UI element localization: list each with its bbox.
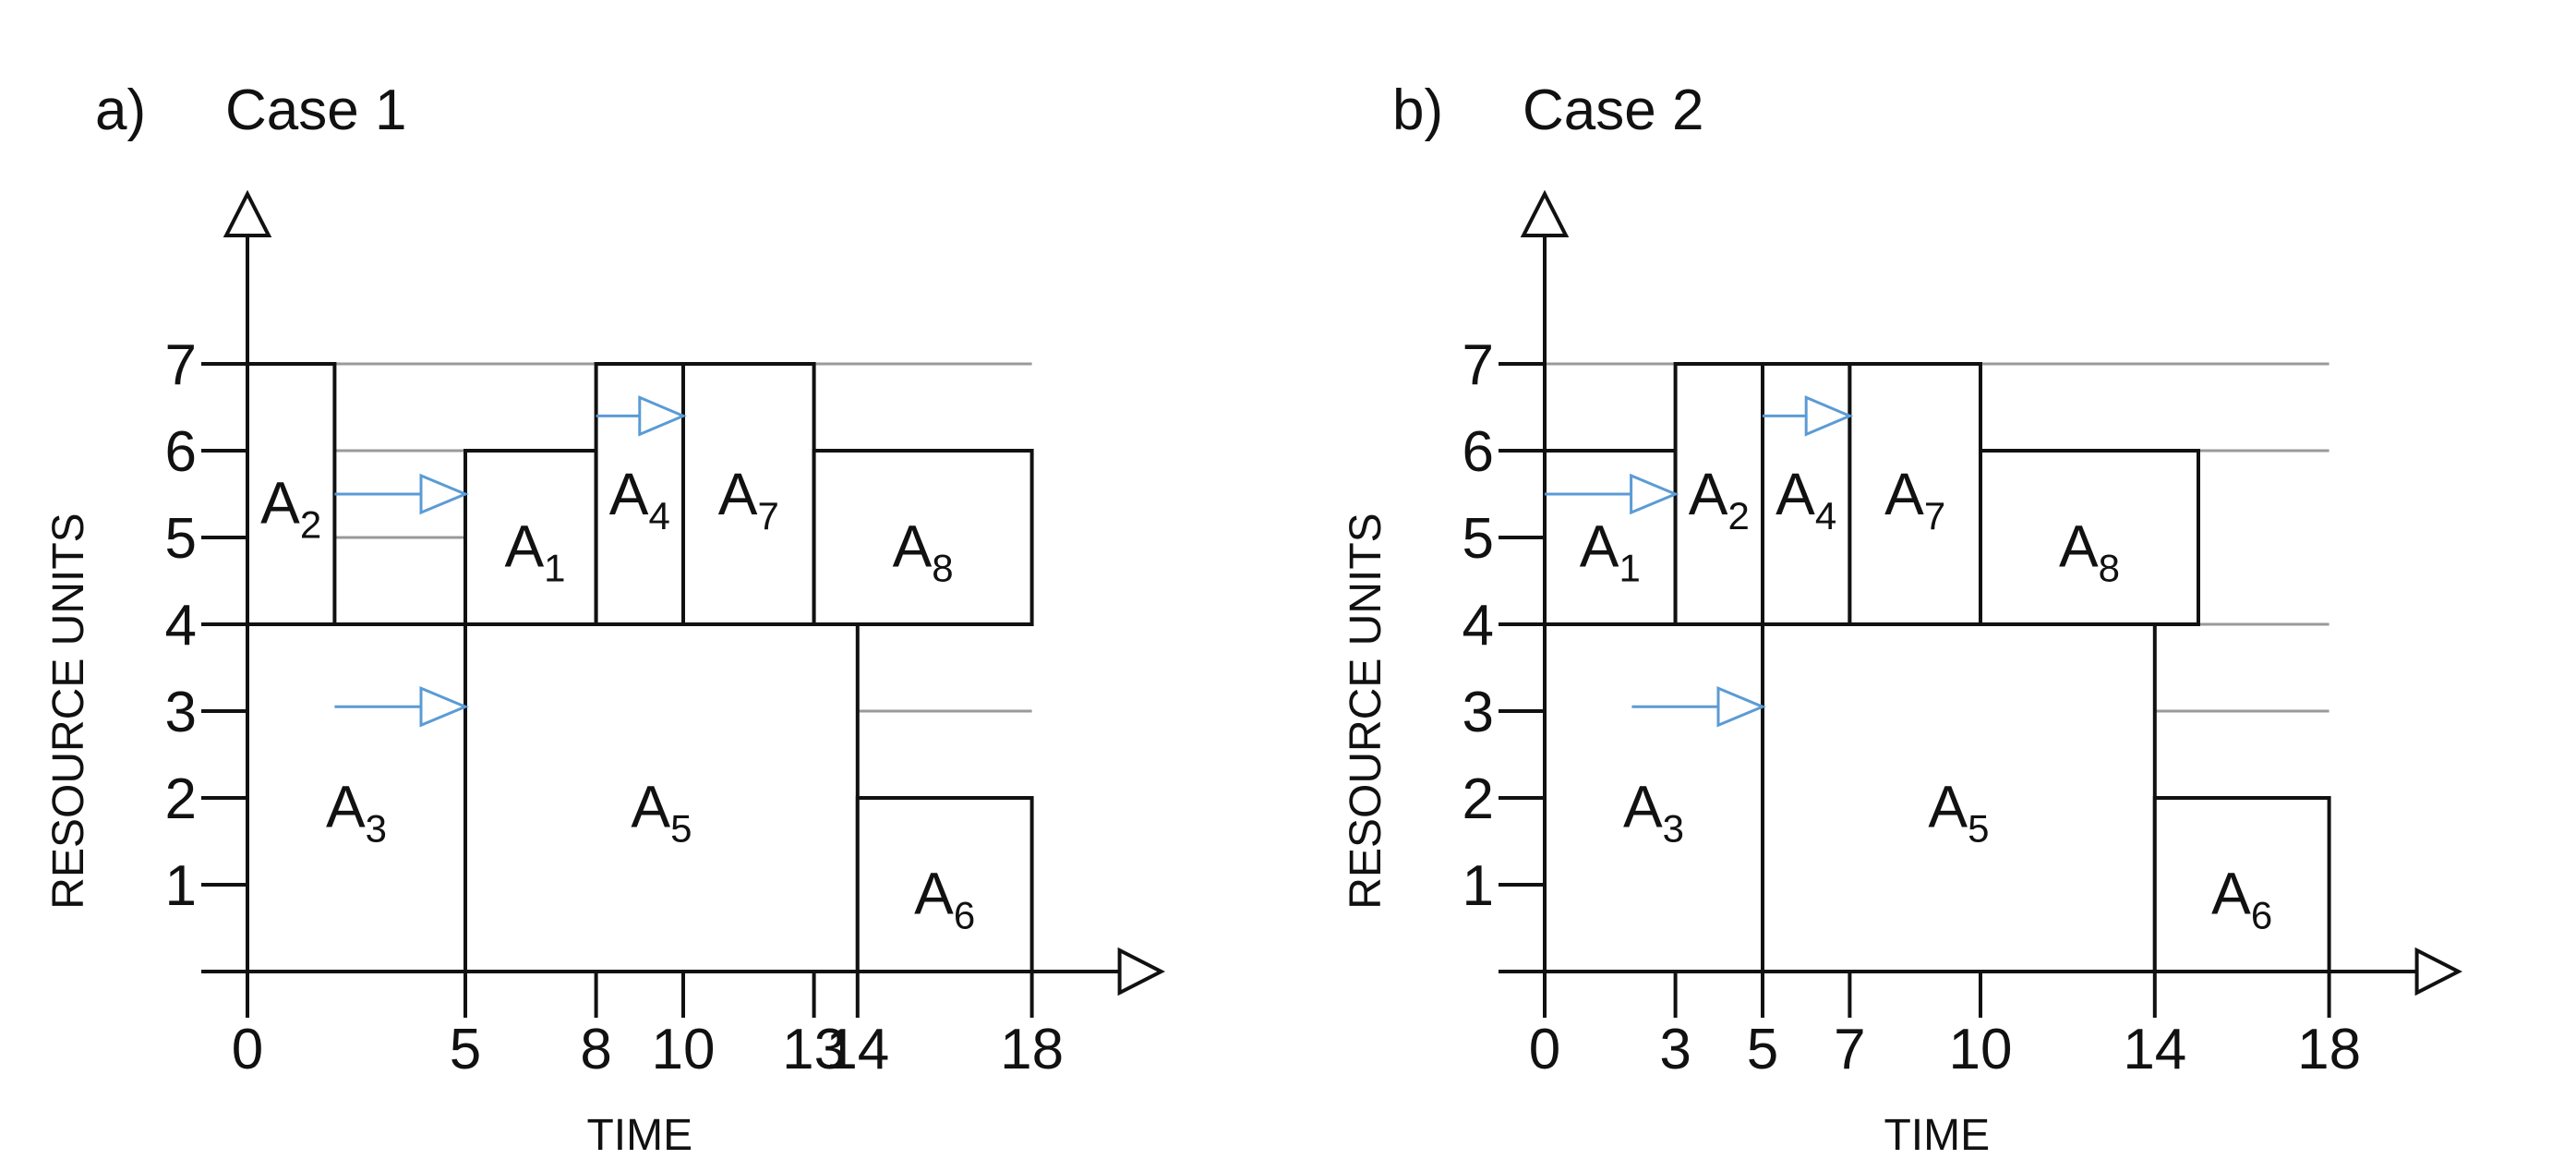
y-tick-label: 7 bbox=[1463, 333, 1494, 397]
y-tick-label: 4 bbox=[165, 594, 197, 658]
activity-label-a6: A6 bbox=[914, 860, 975, 936]
shift-arrow-icon bbox=[638, 395, 687, 437]
x-tick-label: 14 bbox=[825, 1018, 889, 1081]
y-axis-title: RESOURCE UNITS bbox=[1342, 513, 1390, 909]
activity-label-a7: A7 bbox=[718, 461, 779, 537]
y-tick-label: 2 bbox=[165, 767, 197, 831]
shift-arrow-icon bbox=[419, 686, 469, 728]
y-axis-arrow-icon bbox=[1520, 189, 1570, 237]
x-tick-label: 5 bbox=[450, 1018, 481, 1081]
activity-label-a8: A8 bbox=[2059, 513, 2120, 589]
y-tick-label: 3 bbox=[1463, 681, 1494, 744]
x-tick-label: 18 bbox=[2297, 1018, 2361, 1081]
x-tick-label: 10 bbox=[1949, 1018, 2013, 1081]
panel-letter: b) bbox=[1392, 78, 1443, 142]
y-tick-label: 1 bbox=[165, 854, 197, 918]
activity-label-a8: A8 bbox=[893, 513, 954, 589]
activity-label-a7: A7 bbox=[1884, 461, 1945, 537]
y-axis-title: RESOURCE UNITS bbox=[44, 513, 93, 909]
y-tick-label: 4 bbox=[1463, 594, 1494, 658]
y-tick-label: 1 bbox=[1463, 854, 1494, 918]
activity-block-a2 bbox=[246, 362, 337, 626]
activity-label-a3: A3 bbox=[326, 773, 387, 850]
x-axis-title: TIME bbox=[586, 1111, 692, 1159]
activity-block-a7 bbox=[681, 362, 816, 626]
diagram-panel-1: a) Case 1 A2 A1 A4 A7 A8 A3 A5 A6 1 2 3 4 5 6 7 0 5 8 10 1314… bbox=[44, 78, 1165, 1159]
activity-block-a3 bbox=[1543, 622, 1764, 973]
x-tick-label: 13 bbox=[782, 1018, 846, 1081]
x-tick-label: 5 bbox=[1747, 1018, 1778, 1081]
x-tick-label: 8 bbox=[580, 1018, 611, 1081]
y-tick-label: 2 bbox=[1463, 767, 1494, 831]
shift-arrow-icon bbox=[419, 473, 469, 515]
activity-block-a8 bbox=[1979, 449, 2200, 626]
activity-block-a5 bbox=[1761, 622, 2157, 973]
y-tick-label: 5 bbox=[1463, 507, 1494, 571]
activity-label-a6: A6 bbox=[2211, 860, 2272, 936]
shift-arrow-icon bbox=[1630, 473, 1679, 515]
x-tick-label: 18 bbox=[1000, 1018, 1064, 1081]
shift-arrow-icon bbox=[1716, 686, 1766, 728]
x-tick-label: 7 bbox=[1834, 1018, 1865, 1081]
y-axis-arrow-icon bbox=[223, 189, 272, 237]
x-tick-label: 3 bbox=[1659, 1018, 1691, 1081]
panel-letter: a) bbox=[95, 78, 146, 142]
activity-label-a3: A3 bbox=[1623, 773, 1684, 850]
activity-block-a8 bbox=[812, 449, 1034, 626]
x-tick-label: 10 bbox=[652, 1018, 716, 1081]
activity-label-a1: A1 bbox=[504, 513, 565, 589]
x-tick-label: 0 bbox=[232, 1018, 263, 1081]
panel-title: Case 2 bbox=[1523, 78, 1703, 142]
y-tick-label: 5 bbox=[165, 507, 197, 571]
activity-label-a4: A4 bbox=[1776, 461, 1836, 537]
y-tick-label: 6 bbox=[165, 420, 197, 484]
activity-label-a1: A1 bbox=[1580, 513, 1641, 589]
x-tick-label: 0 bbox=[1529, 1018, 1560, 1081]
x-axis-title: TIME bbox=[1884, 1111, 1990, 1159]
panel-title: Case 1 bbox=[225, 78, 406, 142]
activity-label-a2: A2 bbox=[1689, 461, 1750, 537]
x-tick-label: 14 bbox=[2123, 1018, 2186, 1081]
x-axis-arrow-icon bbox=[1117, 947, 1165, 996]
shift-arrow-icon bbox=[1804, 395, 1854, 437]
activity-block-a6 bbox=[855, 796, 1034, 973]
activity-label-a5: A5 bbox=[1928, 773, 1989, 850]
x-axis-arrow-icon bbox=[2414, 947, 2462, 996]
y-tick-label: 7 bbox=[165, 333, 197, 397]
activity-label-a2: A2 bbox=[260, 469, 321, 546]
activity-label-a4: A4 bbox=[609, 461, 670, 537]
activity-label-a5: A5 bbox=[631, 773, 692, 850]
y-tick-label: 6 bbox=[1463, 420, 1494, 484]
y-tick-label: 3 bbox=[165, 681, 197, 744]
